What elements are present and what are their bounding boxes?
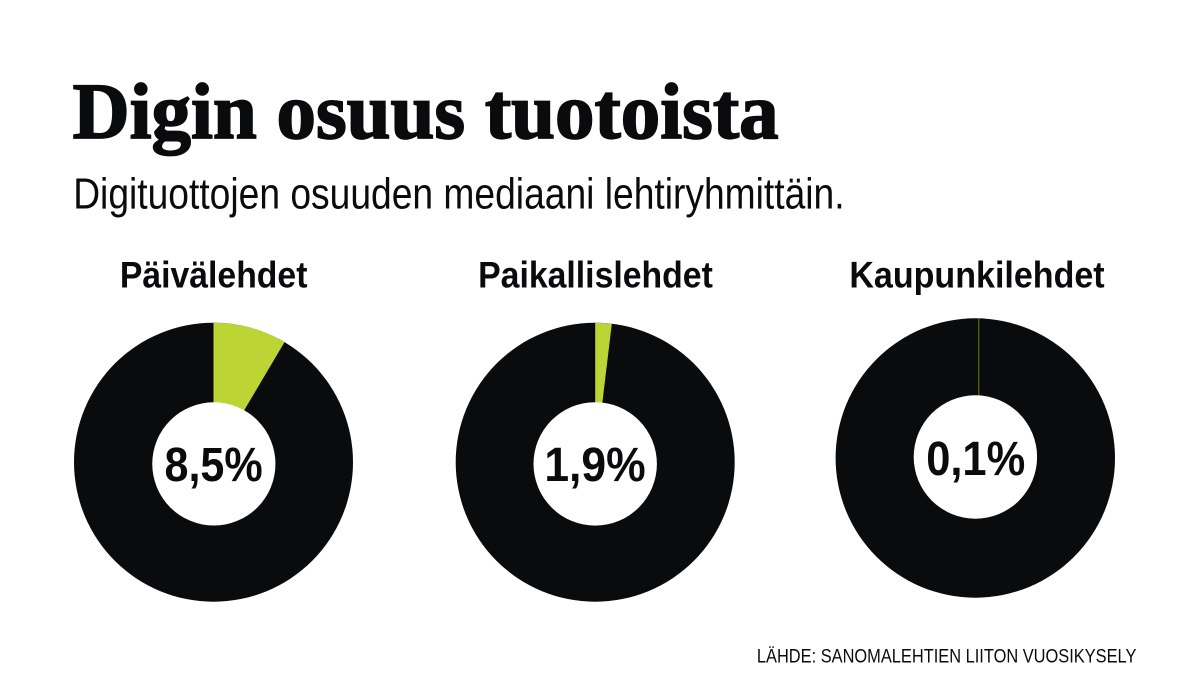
svg-text:1,9%: 1,9% bbox=[544, 438, 645, 492]
svg-text:8,5%: 8,5% bbox=[165, 438, 263, 492]
svg-text:Digin osuus tuotoista: Digin osuus tuotoista bbox=[73, 69, 779, 156]
svg-text:Kaupunkilehdet: Kaupunkilehdet bbox=[849, 254, 1104, 295]
svg-text:Päivälehdet: Päivälehdet bbox=[120, 254, 308, 295]
svg-text:0,1%: 0,1% bbox=[926, 432, 1025, 486]
svg-text:LÄHDE: SANOMALEHTIEN LIITON VU: LÄHDE: SANOMALEHTIEN LIITON VUOSIKYSELY bbox=[757, 646, 1137, 668]
svg-text:Digituottojen osuuden mediaani: Digituottojen osuuden mediaani lehtiryhm… bbox=[73, 170, 844, 219]
svg-text:Paikallislehdet: Paikallislehdet bbox=[478, 254, 713, 295]
